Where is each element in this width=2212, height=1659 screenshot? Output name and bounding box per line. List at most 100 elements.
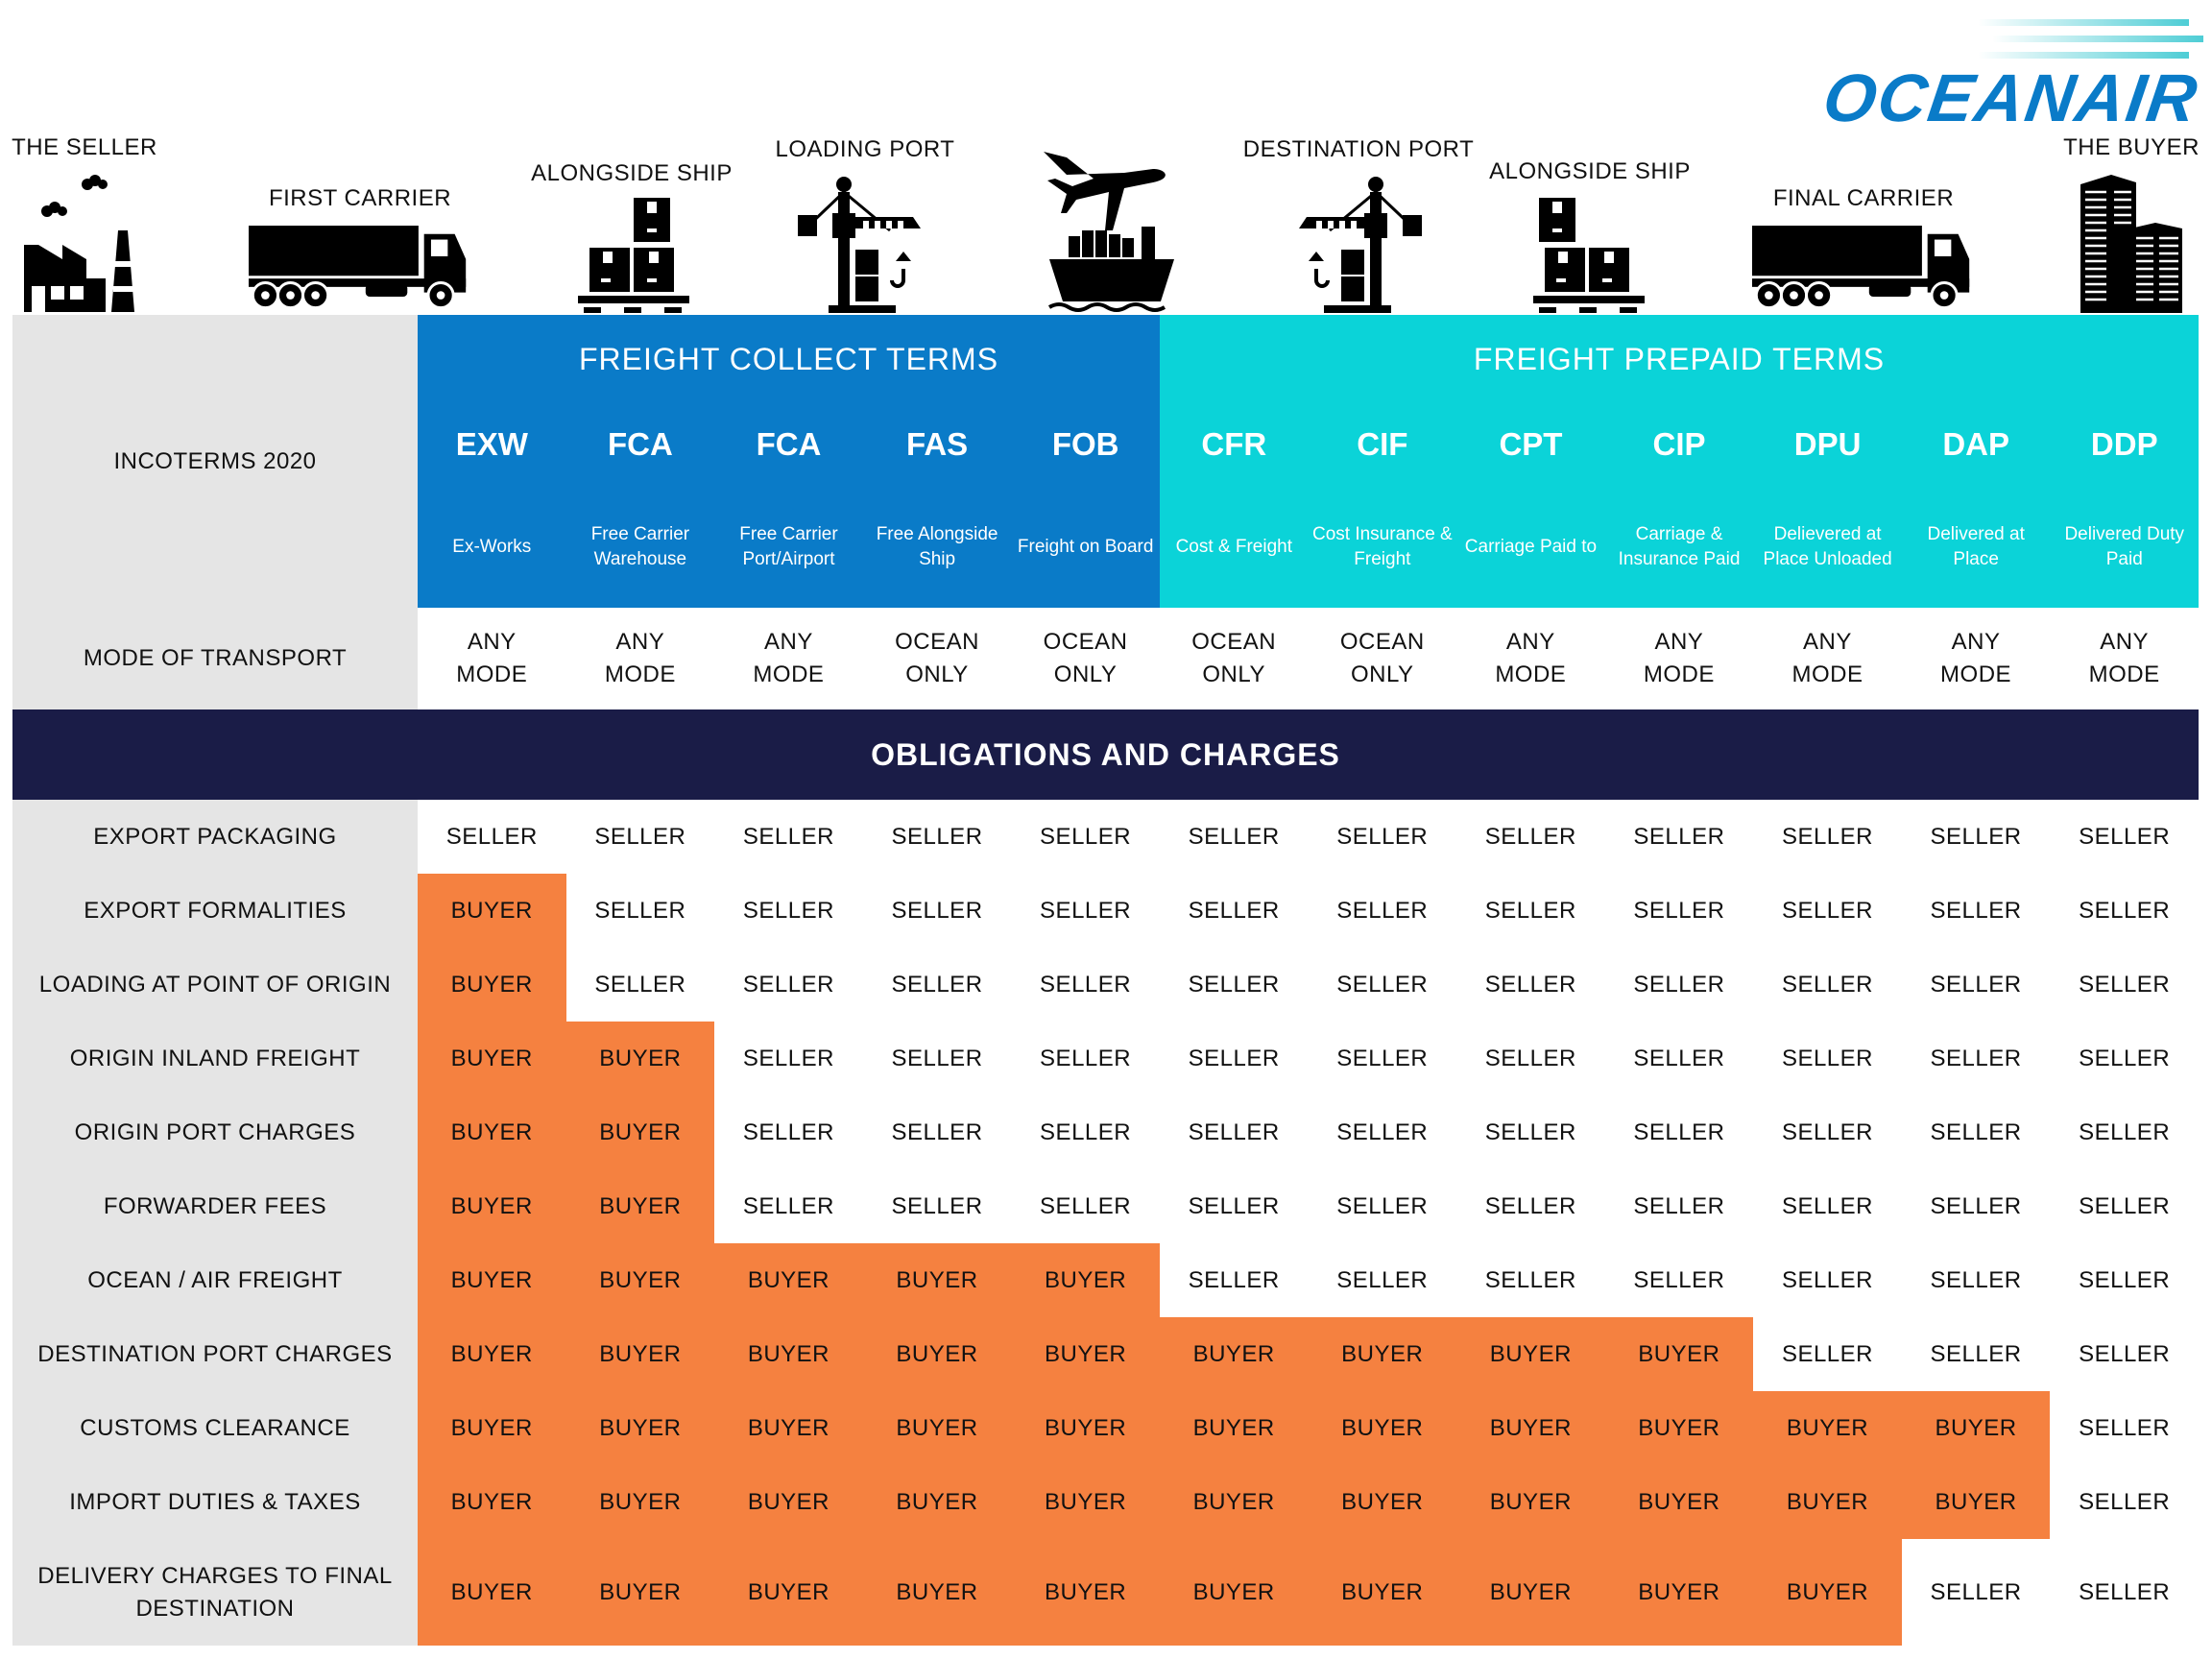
obligation-label: DELIVERY CHARGES TO FINAL DESTINATION <box>12 1539 418 1646</box>
responsibility-cell: SELLER <box>417 800 566 874</box>
responsibility-cell: SELLER <box>1604 874 1754 948</box>
responsibility-cell: SELLER <box>862 1095 1012 1169</box>
responsibility-cell: BUYER <box>1308 1465 1457 1539</box>
responsibility-cell: SELLER <box>1604 1243 1754 1317</box>
term-description: Carriage Paid to <box>1464 537 1598 557</box>
responsibility-cell: SELLER <box>2050 874 2199 948</box>
logo-stripe <box>1978 19 2189 26</box>
responsibility-cell: SELLER <box>1901 1317 2051 1391</box>
responsibility-cell: BUYER <box>1011 1391 1160 1465</box>
responsibility-cell: SELLER <box>2050 800 2199 874</box>
responsibility-cell: SELLER <box>1753 1022 1902 1095</box>
responsibility-cell: BUYER <box>1011 1317 1160 1391</box>
responsibility-cell: SELLER <box>714 874 863 948</box>
mode-line: ANY <box>764 629 813 655</box>
mode-line: ONLY <box>905 661 969 687</box>
mode-line: MODE <box>2088 661 2160 687</box>
responsibility-cell: SELLER <box>2050 948 2199 1022</box>
obligation-row: CUSTOMS CLEARANCE BUYER BUYER BUYER BUYER BUY… <box>12 1391 2199 1465</box>
responsibility-cell: BUYER <box>1753 1539 1902 1646</box>
term-code: FAS <box>905 426 969 462</box>
mode-cell: ANY MODE <box>2050 608 2199 709</box>
port-crane-icon <box>798 177 921 313</box>
responsibility-cell: SELLER <box>1308 948 1457 1022</box>
term-column-cpt: CPT Carriage Paid to <box>1456 315 1605 608</box>
responsibility-cell: SELLER <box>862 1169 1012 1243</box>
responsibility-cell: SELLER <box>1308 1169 1457 1243</box>
responsibility-cell: SELLER <box>1901 1169 2051 1243</box>
term-code: CFR <box>1201 426 1267 462</box>
responsibility-cell: SELLER <box>1753 1169 1902 1243</box>
responsibility-cell: SELLER <box>1308 1095 1457 1169</box>
plane-and-cargo-ship-icon <box>1044 152 1174 312</box>
term-description: Free Carrier Warehouse <box>590 524 690 569</box>
term-column-fca: FCA Free Carrier Warehouse <box>566 315 715 608</box>
responsibility-cell: BUYER <box>1604 1317 1754 1391</box>
mode-cell: OCEAN ONLY <box>1011 608 1160 709</box>
term-column-fas: FAS Free Alongside Ship <box>863 315 1012 608</box>
mode-line: ANY <box>2100 629 2150 655</box>
responsibility-cell: BUYER <box>417 1022 566 1095</box>
responsibility-cell: BUYER <box>862 1539 1012 1646</box>
incoterms-table: INCOTERMS 2020 EXW Ex-Works FCA Free Carrie… <box>12 315 2199 1646</box>
responsibility-cell: BUYER <box>1604 1465 1754 1539</box>
truck-icon <box>1752 226 1970 310</box>
mode-line: OCEAN <box>895 629 979 655</box>
responsibility-cell: BUYER <box>714 1539 863 1646</box>
responsibility-cell: BUYER <box>565 1539 715 1646</box>
mode-cell: OCEAN ONLY <box>1160 608 1309 709</box>
obligation-label: OCEAN / AIR FREIGHT <box>12 1243 418 1317</box>
mode-line: ANY <box>467 629 517 655</box>
freight-prepaid-group: CFR Cost & Freight CIF Cost Insurance & Fre… <box>1160 315 2199 608</box>
responsibility-cell: BUYER <box>417 1169 566 1243</box>
responsibility-cell: BUYER <box>1308 1391 1457 1465</box>
port-crane-icon <box>1299 177 1422 313</box>
responsibility-cell: SELLER <box>1604 1095 1754 1169</box>
term-description: Delivered at Place <box>1927 524 2025 569</box>
truck-icon <box>249 226 467 310</box>
responsibility-cell: SELLER <box>2050 1539 2199 1646</box>
mode-cell: OCEAN ONLY <box>863 608 1012 709</box>
mode-line: ANY <box>1803 629 1852 655</box>
mode-line: MODE <box>753 661 825 687</box>
term-code: CPT <box>1499 426 1563 462</box>
factory-icon <box>24 175 134 312</box>
responsibility-cell: SELLER <box>714 1022 863 1095</box>
freight-collect-title: FREIGHT COLLECT TERMS <box>578 342 999 376</box>
responsibility-cell: BUYER <box>862 1243 1012 1317</box>
responsibility-cell: SELLER <box>714 1169 863 1243</box>
mode-line: MODE <box>1940 661 2012 687</box>
responsibility-cell: SELLER <box>862 874 1012 948</box>
responsibility-cell: BUYER <box>417 1317 566 1391</box>
mode-line: MODE <box>456 661 528 687</box>
responsibility-cell: BUYER <box>1011 1243 1160 1317</box>
obligation-row: OCEAN / AIR FREIGHT BUYER BUYER BUYER BUYER B… <box>12 1243 2199 1317</box>
mode-line: MODE <box>1495 661 1567 687</box>
responsibility-cell: SELLER <box>1456 1243 1605 1317</box>
responsibility-cell: SELLER <box>2050 1317 2199 1391</box>
responsibility-cell: BUYER <box>714 1465 863 1539</box>
obligation-row: EXPORT PACKAGING SELLER SELLER SELLER SELLER… <box>12 800 2199 874</box>
responsibility-cell: BUYER <box>565 1317 715 1391</box>
mode-line: MODE <box>604 661 676 687</box>
responsibility-cell: SELLER <box>1753 874 1902 948</box>
stage-label-destination-port: DESTINATION PORT <box>1242 136 1475 162</box>
responsibility-cell: BUYER <box>1159 1317 1309 1391</box>
obligation-label: CUSTOMS CLEARANCE <box>12 1391 418 1465</box>
responsibility-cell: BUYER <box>1456 1391 1605 1465</box>
responsibility-cell: BUYER <box>417 1391 566 1465</box>
responsibility-cell: SELLER <box>1159 1243 1309 1317</box>
stage-label-buyer: THE BUYER <box>2063 134 2200 160</box>
term-description: Delivered Duty Paid <box>2064 524 2185 569</box>
responsibility-cell: SELLER <box>565 800 715 874</box>
term-description: Cost Insurance & Freight <box>1311 524 1453 569</box>
office-buildings-icon <box>2080 175 2182 313</box>
term-description: Free Carrier Port/Airport <box>739 524 838 569</box>
mode-label: MODE OF TRANSPORT <box>12 608 418 709</box>
term-description: Delievered at Place Unloaded <box>1763 524 1892 569</box>
mode-line: MODE <box>1643 661 1715 687</box>
term-code: FCA <box>607 426 673 462</box>
responsibility-cell: SELLER <box>1456 1169 1605 1243</box>
responsibility-cell: BUYER <box>565 1243 715 1317</box>
mode-line: ANY <box>1951 629 2001 655</box>
